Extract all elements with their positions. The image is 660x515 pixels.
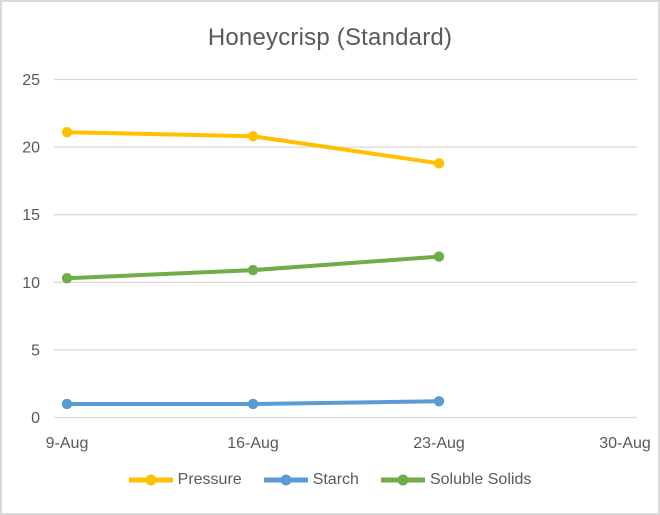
- y-axis-tick-label: 25: [22, 72, 40, 89]
- data-point-soluble-solids: [247, 264, 259, 276]
- legend-marker-pressure: [145, 474, 157, 486]
- legend-label-starch: Starch: [312, 471, 359, 488]
- y-axis-tick-label: 10: [22, 275, 40, 292]
- legend-marker-starch: [280, 474, 292, 486]
- x-axis-tick-label: 30-Aug: [599, 435, 651, 452]
- chart-title: Honeycrisp (Standard): [207, 24, 453, 51]
- legend-swatch-soluble-solids: [380, 474, 425, 486]
- y-axis-tick-label: 20: [22, 140, 40, 157]
- y-axis-tick-label: 5: [31, 342, 40, 359]
- data-point-starch: [61, 398, 73, 410]
- legend-label-pressure: Pressure: [177, 471, 242, 488]
- data-point-soluble-solids: [61, 273, 73, 284]
- x-axis-tick-label: 16-Aug: [227, 435, 279, 452]
- legend-label-soluble-solids: Soluble Solids: [429, 471, 532, 488]
- data-point-pressure: [61, 127, 73, 138]
- data-point-pressure: [433, 158, 445, 169]
- legend-item-starch: Starch: [263, 471, 359, 489]
- legend-swatch-pressure: [128, 474, 173, 486]
- data-point-starch: [433, 396, 445, 407]
- x-axis-tick-label: 9-Aug: [46, 435, 89, 452]
- legend-swatch-starch: [263, 474, 308, 486]
- legend-marker-soluble-solids: [397, 474, 409, 486]
- chart-legend: Pressure Starch Soluble Solids: [2, 471, 658, 489]
- y-axis-tick-label: 0: [31, 410, 40, 427]
- y-axis-tick-label: 15: [22, 207, 40, 224]
- legend-item-pressure: Pressure: [128, 471, 242, 489]
- data-point-soluble-solids: [433, 251, 445, 262]
- x-axis-tick-label: 23-Aug: [413, 435, 465, 452]
- legend-item-soluble-solids: Soluble Solids: [380, 471, 532, 489]
- data-point-pressure: [247, 131, 259, 142]
- data-point-starch: [247, 398, 259, 410]
